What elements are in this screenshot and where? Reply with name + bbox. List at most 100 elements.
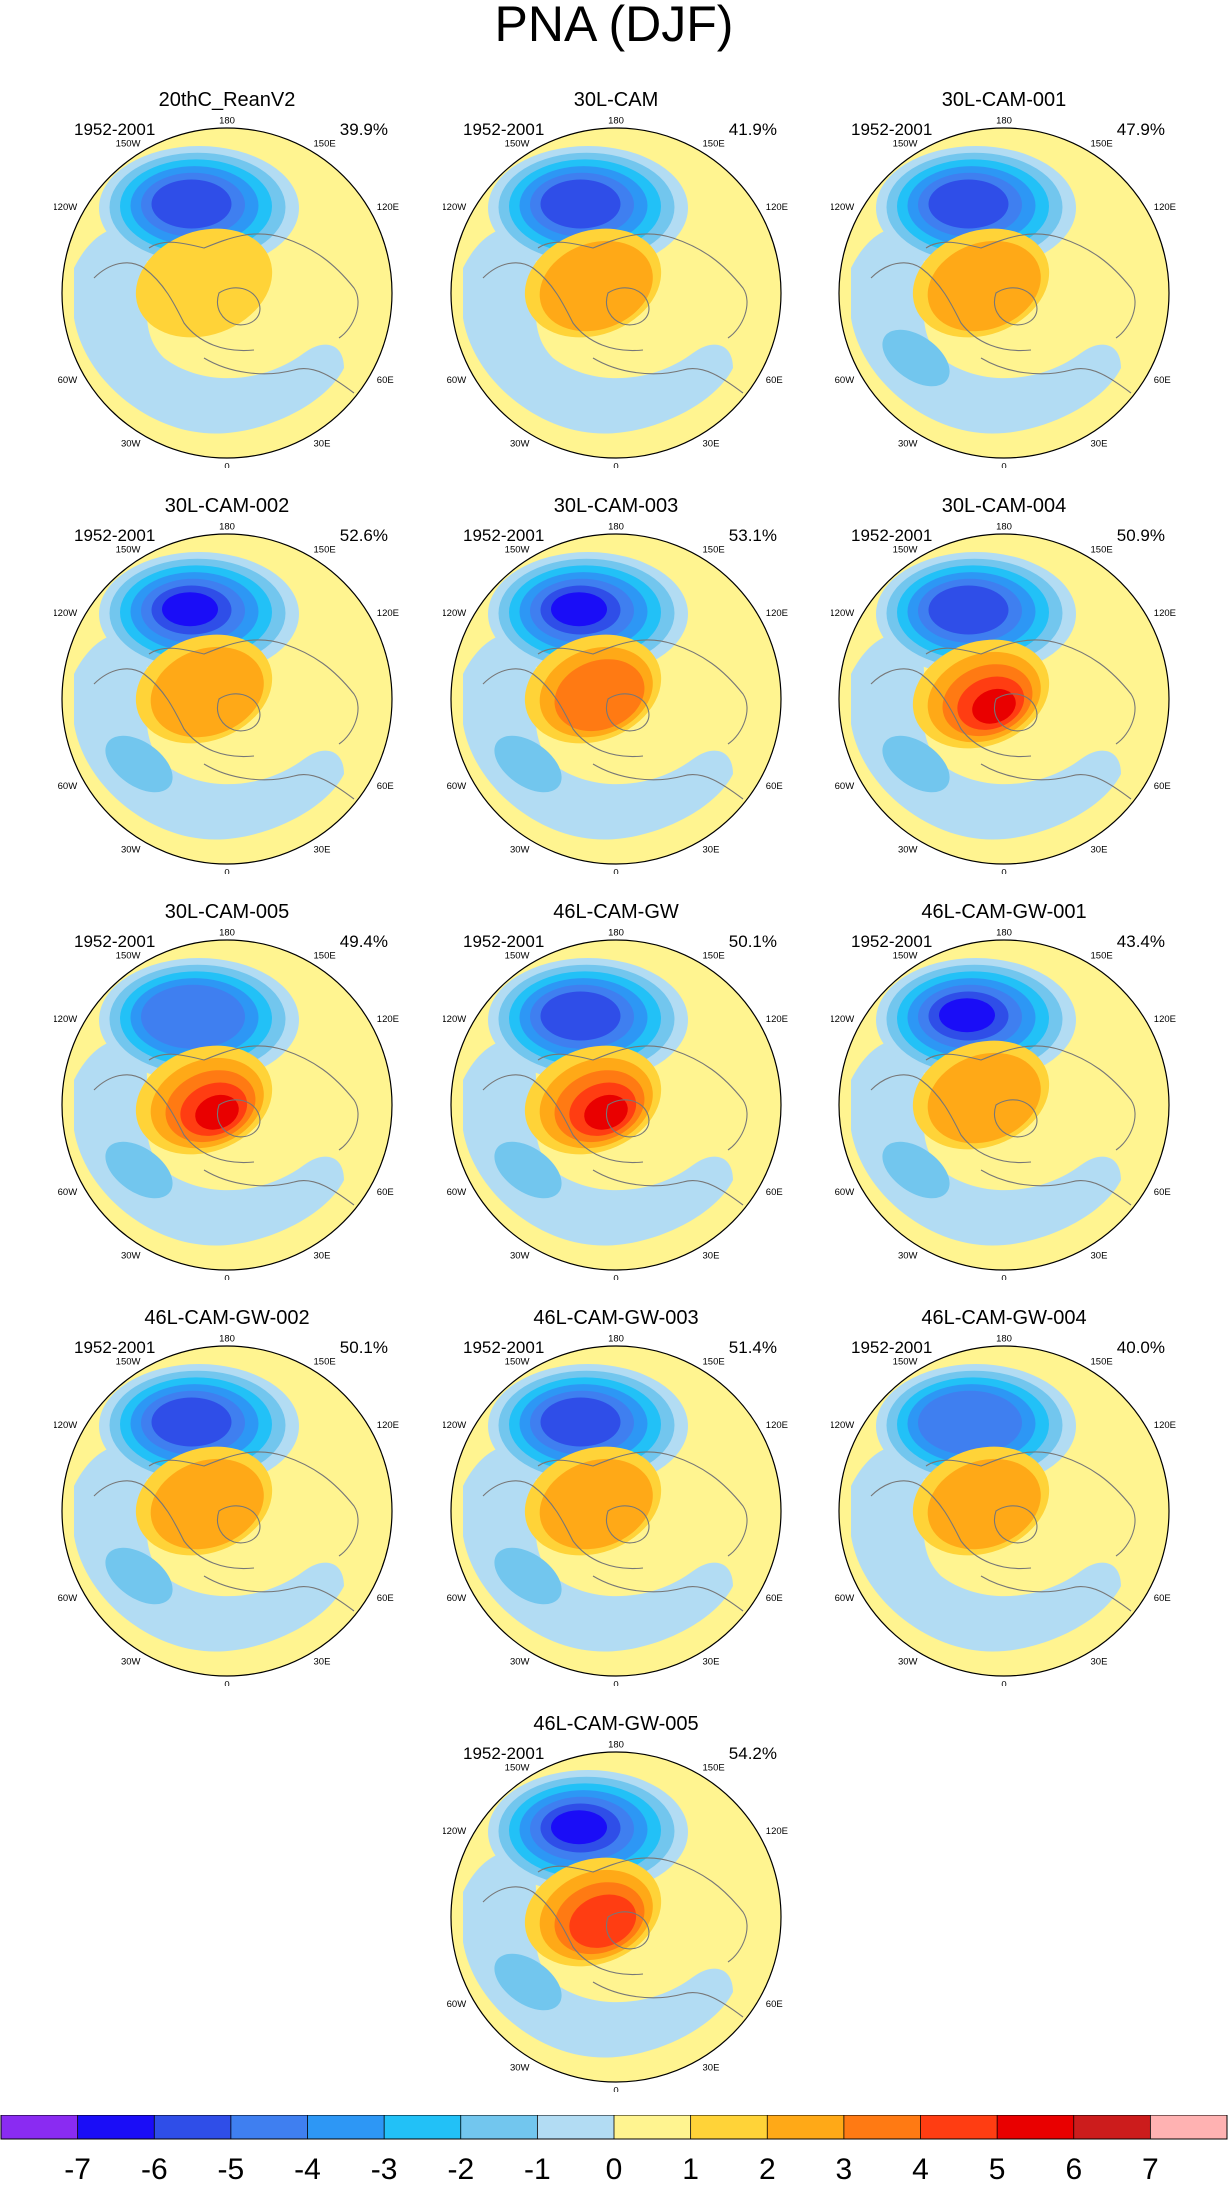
longitude-label: 60W [447, 375, 467, 386]
map-boundary [838, 127, 1170, 459]
map-boundary [450, 533, 782, 865]
field-negative-atlantic [105, 1141, 173, 1199]
panel-title: 46L-CAM-GW-004 [921, 1307, 1087, 1329]
colorbar-tick-label: -4 [294, 2153, 321, 2186]
longitude-label: 60E [766, 1593, 783, 1604]
colorbar-swatch [690, 2115, 768, 2139]
longitude-label: 0 [224, 1274, 229, 1281]
coastline-north [537, 1857, 748, 1963]
panel-period: 1952-2001 [74, 526, 156, 545]
field-negative-6 [928, 585, 1009, 635]
coastline-north [148, 1045, 359, 1151]
colorbar-tick-label: 0 [606, 2153, 623, 2186]
longitude-label: 120W [54, 1014, 77, 1025]
longitude-label: 60W [58, 1593, 78, 1604]
map-panel: 20thC_ReanV21952-200139.9%180150E120E90E… [54, 88, 400, 468]
longitude-label: 30W [898, 844, 918, 855]
longitude-label: 120E [377, 1014, 399, 1025]
panel-period: 1952-2001 [463, 1338, 545, 1357]
panel-variance-percent: 41.9% [728, 120, 777, 139]
colorbar-swatch [843, 2115, 921, 2139]
field-positive-2 [150, 646, 264, 738]
longitude-label: 30E [703, 1250, 720, 1261]
coastline-west [870, 1480, 1032, 1570]
polar-map: 180150E120E90E60E30E030W60W90W120W150W [443, 1334, 788, 1687]
colorbar-tick-label: -6 [141, 2153, 168, 2186]
longitude-label: 120E [377, 202, 399, 213]
colorbar-swatch [1073, 2115, 1151, 2139]
longitude-label: 150E [314, 1357, 336, 1368]
panel-period: 1952-2001 [463, 526, 545, 545]
longitude-label: 30W [121, 438, 141, 449]
longitude-label: 30E [1091, 1656, 1108, 1667]
field-negative-atlantic [882, 1141, 950, 1199]
longitude-label: 150W [505, 951, 530, 962]
coastline-north [925, 233, 1136, 339]
longitude-label: 30E [703, 844, 720, 855]
longitude-label: 60W [835, 1593, 855, 1604]
longitude-label: 120W [831, 608, 854, 619]
panel-period: 1952-2001 [463, 932, 545, 951]
coastline-greenland [993, 693, 1038, 732]
longitude-label: 30E [314, 438, 331, 449]
panel-title: 30L-CAM-003 [553, 495, 679, 517]
panel-period: 1952-2001 [74, 120, 156, 139]
longitude-label: 30W [121, 1250, 141, 1261]
longitude-label: 30E [1091, 1250, 1108, 1261]
longitude-label: 60E [1154, 781, 1171, 792]
longitude-label: 120E [1154, 1420, 1176, 1431]
longitude-label: 30W [121, 844, 141, 855]
panel-period: 1952-2001 [463, 120, 545, 139]
panel-period: 1952-2001 [851, 120, 933, 139]
map-boundary [838, 1345, 1170, 1677]
coastline-greenland [605, 693, 650, 732]
longitude-label: 30W [898, 1250, 918, 1261]
coastline-west [482, 1074, 644, 1164]
colorbar-swatch [460, 2115, 538, 2139]
longitude-label: 120W [54, 1420, 77, 1431]
map-boundary [61, 127, 393, 459]
coastline-north [148, 639, 359, 745]
panel-variance-percent: 50.1% [339, 1338, 388, 1357]
longitude-label: 120E [377, 608, 399, 619]
coastline-south [980, 1169, 1132, 1206]
map-panel: 46L-CAM-GW-0021952-200150.1%180150E120E9… [54, 1306, 400, 1686]
panel-variance-percent: 52.6% [339, 526, 388, 545]
longitude-label: 60W [835, 781, 855, 792]
longitude-label: 120W [443, 1826, 466, 1837]
longitude-label: 180 [996, 928, 1012, 939]
longitude-label: 150E [314, 951, 336, 962]
field-negative-6 [151, 179, 232, 229]
coastline-south [592, 1169, 744, 1206]
field-positive-2 [927, 1052, 1041, 1144]
panel-period: 1952-2001 [74, 1338, 156, 1357]
coastline-west [870, 1074, 1032, 1164]
colorbar-swatch [307, 2115, 385, 2139]
longitude-label: 30W [898, 438, 918, 449]
coastline-south [592, 1981, 744, 2018]
longitude-label: 60E [766, 781, 783, 792]
longitude-label: 120W [443, 608, 466, 619]
colorbar-swatch [230, 2115, 308, 2139]
colorbar-tick-label: -3 [371, 2153, 398, 2186]
colorbar-tick-label: 6 [1065, 2153, 1082, 2186]
coastline-north [148, 233, 359, 339]
longitude-label: 0 [613, 2086, 618, 2093]
field-negative-7 [551, 1810, 607, 1845]
longitude-label: 150W [893, 1357, 918, 1368]
polar-map: 180150E120E90E60E30E030W60W90W120W150W [831, 1334, 1176, 1687]
coastline-west [93, 1074, 255, 1164]
field-negative-atlantic [105, 735, 173, 793]
longitude-label: 150W [116, 139, 141, 150]
polar-map: 180150E120E90E60E30E030W60W90W120W150W [831, 116, 1176, 469]
panel-variance-percent: 47.9% [1116, 120, 1165, 139]
panel-title: 46L-CAM-GW-002 [144, 1307, 310, 1329]
panel-variance-percent: 51.4% [728, 1338, 777, 1357]
colorbar: -7 -6 -5 -4 -3 -2 -1 0 1 2 3 4 5 6 7 [0, 2115, 1228, 2186]
colorbar-tick-label: 2 [759, 2153, 776, 2186]
longitude-label: 0 [613, 1680, 618, 1687]
longitude-label: 120W [443, 1420, 466, 1431]
longitude-label: 150W [505, 1357, 530, 1368]
map-boundary [450, 1751, 782, 2083]
longitude-label: 30E [314, 1656, 331, 1667]
